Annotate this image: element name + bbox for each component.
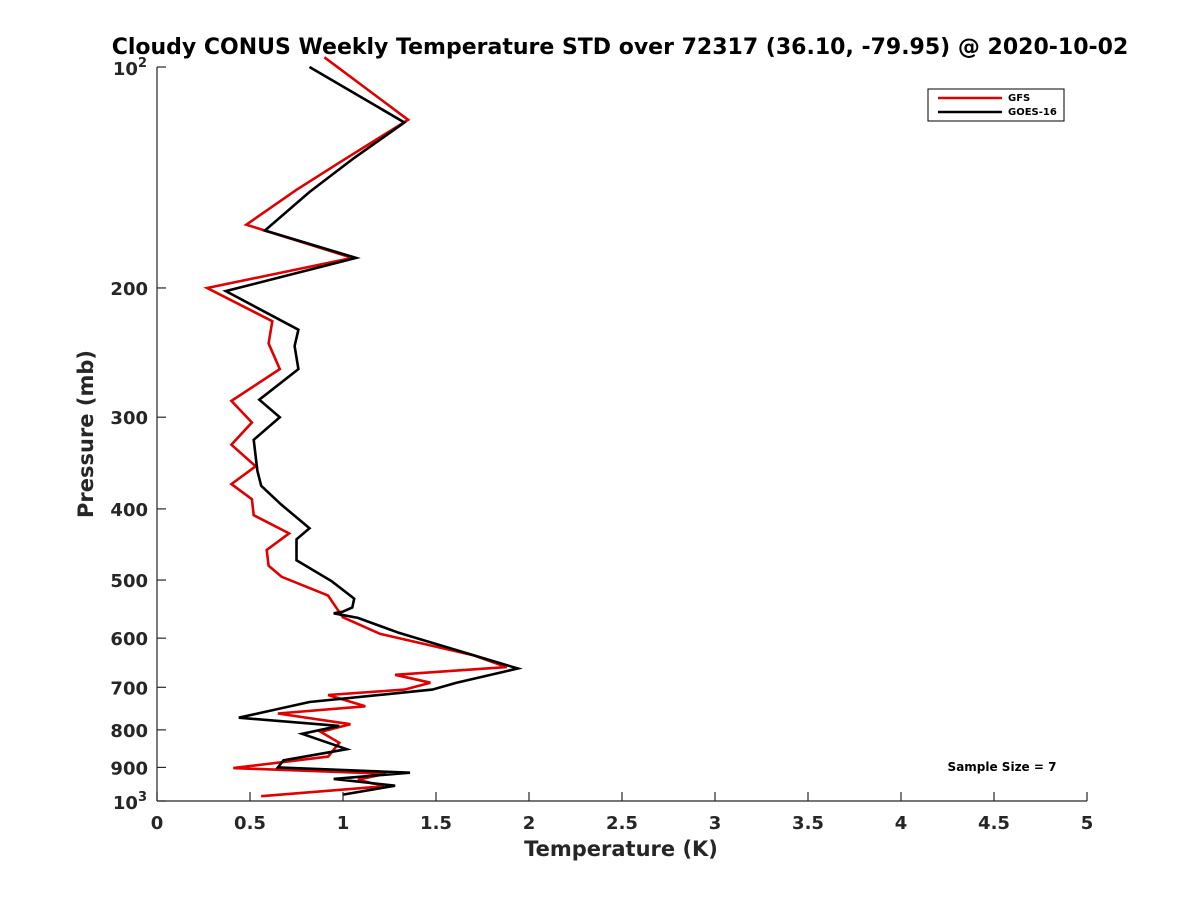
x-tick-label: 0.5 [234, 813, 266, 834]
legend: GFS GOES-16 [927, 88, 1065, 122]
series-line-gfs [203, 56, 508, 798]
y-tick-label: 300 [110, 408, 148, 429]
x-ticks: 0 0.5 1 1.5 2 2.5 3 3.5 4 4.5 5 [151, 792, 1094, 834]
chart-title: Cloudy CONUS Weekly Temperature STD over… [112, 35, 1129, 60]
y-tick-label: 500 [110, 571, 148, 592]
x-tick-label: 5 [1081, 813, 1094, 834]
y-tick-label: 700 [110, 678, 148, 699]
x-axis-label: Temperature (K) [524, 837, 718, 861]
series-layer [203, 56, 523, 798]
x-tick-label: 2.5 [606, 813, 638, 834]
legend-label-goes16: GOES-16 [1008, 107, 1057, 118]
x-tick-label: 3.5 [792, 813, 824, 834]
legend-label-gfs: GFS [1008, 93, 1030, 104]
y-tick-label: 200 [110, 279, 148, 300]
sample-size-annotation: Sample Size = 7 [948, 760, 1057, 774]
x-tick-label: 1.5 [420, 813, 452, 834]
y-tick-label: 800 [110, 721, 148, 742]
x-tick-label: 4.5 [978, 813, 1010, 834]
x-tick-label: 3 [709, 813, 722, 834]
y-tick-label: 102 [113, 56, 147, 80]
series-line-goes16 [222, 65, 523, 796]
y-tick-label: 103 [113, 790, 147, 814]
x-tick-label: 4 [895, 813, 908, 834]
x-tick-label: 0 [151, 813, 164, 834]
y-tick-label: 400 [110, 500, 148, 521]
y-axis-label: Pressure (mb) [74, 350, 98, 518]
legend-box [927, 88, 1065, 122]
x-tick-label: 1 [337, 813, 350, 834]
y-tick-label: 900 [110, 758, 148, 779]
x-tick-label: 2 [523, 813, 536, 834]
y-tick-label: 600 [110, 629, 148, 650]
y-ticks: 102 200 300 400 500 600 700 800 900 103 [110, 56, 166, 814]
